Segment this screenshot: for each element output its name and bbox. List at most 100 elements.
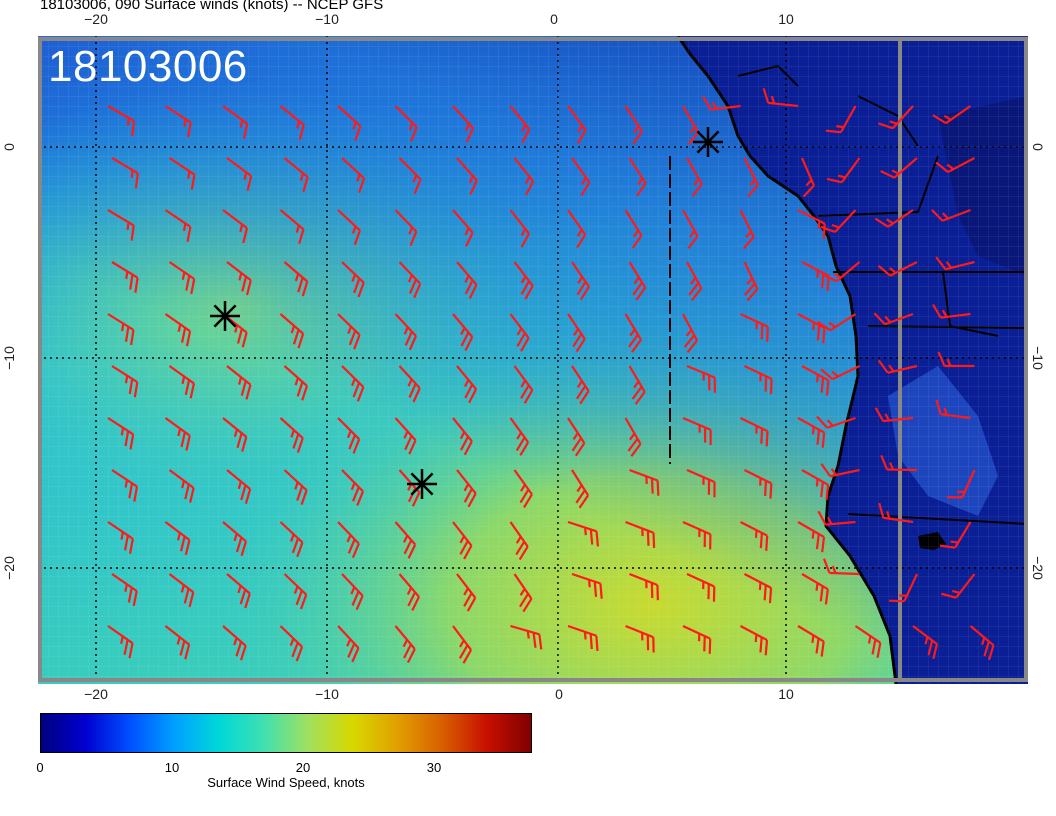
wind-barb bbox=[947, 469, 976, 499]
wind-barb bbox=[743, 573, 773, 604]
wind-barb bbox=[107, 417, 135, 450]
wind-barb bbox=[168, 157, 196, 190]
wind-barb bbox=[877, 261, 918, 277]
wind-barb bbox=[686, 261, 703, 301]
wind-barb bbox=[279, 209, 305, 245]
wind-barb bbox=[283, 261, 309, 297]
wind-barb bbox=[394, 625, 416, 664]
wind-barb bbox=[820, 209, 857, 233]
top-tick-label: −10 bbox=[315, 11, 339, 27]
wind-barb bbox=[456, 469, 477, 508]
wind-barb bbox=[341, 573, 364, 611]
wind-barb bbox=[743, 157, 759, 198]
wind-barb bbox=[880, 454, 918, 472]
wind-barb bbox=[164, 625, 191, 660]
wind-barb bbox=[567, 624, 599, 652]
wind-barb bbox=[825, 105, 857, 134]
colorbar-tick: 0 bbox=[36, 760, 44, 775]
wind-barb bbox=[820, 365, 860, 381]
left-tick-label: 0 bbox=[1, 143, 17, 151]
wind-barb bbox=[797, 625, 825, 657]
wind-barb bbox=[222, 209, 249, 244]
wind-barb bbox=[341, 469, 365, 506]
wind-barb bbox=[279, 417, 304, 453]
wind-barb bbox=[912, 625, 939, 660]
star-marker bbox=[693, 127, 723, 157]
wind-barb bbox=[341, 365, 365, 402]
wind-barb bbox=[283, 365, 309, 401]
wind-barb bbox=[452, 417, 473, 456]
wind-barb bbox=[874, 407, 914, 423]
wind-barb bbox=[686, 572, 716, 602]
wind-barb bbox=[279, 625, 304, 662]
wind-barb bbox=[226, 261, 252, 296]
wind-barb bbox=[744, 365, 773, 395]
wind-barb bbox=[111, 157, 139, 189]
wind-barb bbox=[168, 469, 195, 503]
wind-barb bbox=[452, 625, 473, 664]
wind-barb bbox=[801, 365, 830, 396]
wind-barb bbox=[571, 365, 590, 405]
wind-barb bbox=[456, 261, 478, 299]
wind-barb bbox=[452, 209, 474, 247]
wind-barb bbox=[107, 105, 136, 137]
star-marker bbox=[210, 301, 240, 331]
wind-barb bbox=[878, 502, 914, 524]
colorbar bbox=[40, 713, 532, 753]
wind-barb bbox=[740, 417, 769, 447]
fine-grid bbox=[38, 36, 1028, 684]
wind-barb bbox=[456, 573, 477, 612]
wind-barb bbox=[452, 313, 474, 352]
wind-barb bbox=[279, 105, 305, 140]
wind-barb bbox=[931, 208, 971, 222]
bottom-tick-label: −10 bbox=[315, 686, 339, 702]
wind-barb bbox=[226, 573, 251, 609]
wind-barb bbox=[398, 261, 422, 299]
wind-barb bbox=[935, 399, 971, 420]
wind-barb bbox=[854, 625, 882, 658]
wind-barb bbox=[513, 261, 534, 300]
wind-barb bbox=[107, 521, 134, 554]
top-tick-label: 10 bbox=[778, 11, 794, 27]
wind-barb bbox=[826, 157, 861, 184]
wind-barb bbox=[337, 105, 362, 141]
wind-barb bbox=[739, 625, 769, 656]
map-frame bbox=[38, 37, 1028, 682]
wind-barb bbox=[932, 303, 971, 319]
wind-barb bbox=[800, 157, 815, 198]
wind-barb bbox=[513, 573, 533, 613]
wind-barb bbox=[628, 261, 647, 301]
wind-barb bbox=[164, 417, 191, 451]
wind-barb bbox=[226, 157, 253, 191]
wind-barb bbox=[509, 313, 530, 352]
wind-barb bbox=[625, 624, 655, 653]
wind-barb bbox=[510, 624, 543, 650]
wind-barb bbox=[816, 415, 856, 429]
wind-barb bbox=[341, 157, 366, 194]
wind-barb bbox=[682, 209, 699, 249]
wind-barb bbox=[629, 468, 660, 496]
wind-barb bbox=[740, 313, 769, 342]
wind-barb bbox=[164, 209, 192, 242]
wind-barb bbox=[935, 157, 976, 174]
wind-barb bbox=[624, 313, 642, 353]
page-title: 18103006, 090 Surface winds (knots) -- N… bbox=[40, 0, 384, 13]
wind-barb bbox=[111, 573, 138, 607]
wind-barb bbox=[820, 463, 860, 478]
wind-barb bbox=[513, 469, 533, 509]
wind-barb bbox=[164, 313, 192, 347]
wind-barb bbox=[889, 573, 918, 603]
bottom-tick-label: 10 bbox=[778, 686, 794, 702]
wind-barb bbox=[279, 521, 304, 558]
wind-map: 18103006 bbox=[38, 36, 1028, 684]
wind-barb bbox=[739, 209, 755, 250]
wind-barb bbox=[877, 359, 918, 374]
forecast-stamp: 18103006 bbox=[48, 42, 248, 91]
wind-barb bbox=[629, 572, 659, 601]
wind-barb bbox=[337, 209, 361, 246]
wind-barb bbox=[398, 573, 420, 611]
wind-barb bbox=[456, 365, 478, 404]
wind-barb bbox=[567, 520, 600, 547]
wind-barb bbox=[743, 261, 759, 302]
bottom-tick-label: −20 bbox=[84, 686, 108, 702]
